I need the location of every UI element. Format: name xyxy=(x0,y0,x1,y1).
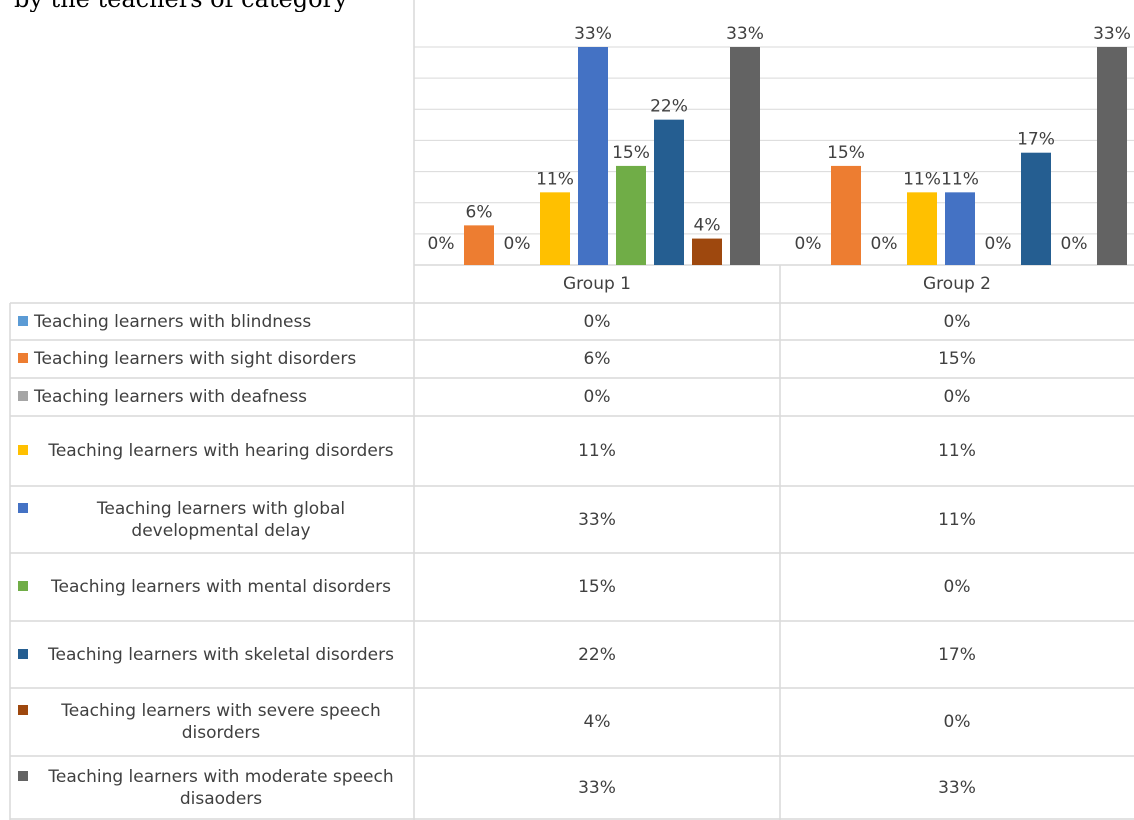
data-label: 0% xyxy=(985,234,1012,254)
data-label: 0% xyxy=(871,234,898,254)
data-label: 0% xyxy=(428,234,455,254)
bar xyxy=(1021,152,1051,265)
data-label: 11% xyxy=(903,169,941,189)
legend-entry: Teaching learners with deafness xyxy=(10,378,414,416)
bar xyxy=(945,192,975,265)
series-name: Teaching learners with blindness xyxy=(34,311,312,332)
table-cell: 17% xyxy=(938,644,976,665)
series-name: Teaching learners with deafness xyxy=(34,387,308,407)
legend-key xyxy=(18,315,28,326)
bar xyxy=(1097,47,1127,265)
legend-entry: Teaching learners with hearing disorders xyxy=(10,416,414,486)
data-label: 33% xyxy=(1093,24,1131,44)
table-cell: 33% xyxy=(938,778,976,798)
table-row: Teaching learners with sight disorders 6%… xyxy=(10,340,1134,378)
bar xyxy=(730,47,760,265)
data-label: 6% xyxy=(466,202,493,222)
data-label: 11% xyxy=(536,169,574,189)
table-cell: 0% xyxy=(943,311,971,332)
table-cell: 0% xyxy=(583,311,611,332)
category-label-group-1: Group 1 xyxy=(563,274,631,294)
data-label: 33% xyxy=(574,24,612,44)
legend-key xyxy=(18,771,28,781)
legend-entry: Teaching learners with blindness xyxy=(10,303,414,340)
bar xyxy=(692,238,722,265)
table-cell: 4% xyxy=(583,712,611,732)
series-name: Teaching learners with moderate speech d… xyxy=(48,767,394,809)
table-cell: 0% xyxy=(943,577,971,597)
legend-key xyxy=(18,353,28,363)
table-cell: 15% xyxy=(938,349,976,369)
legend-entry: Teaching learners with skeletal disorder… xyxy=(10,621,414,688)
series-name: Teaching learners with severe speech dis… xyxy=(61,701,381,743)
series-name: Teaching learners with skeletal disorder… xyxy=(48,644,394,665)
table-cell: 11% xyxy=(578,441,616,461)
table-cell: 6% xyxy=(583,349,611,369)
bar xyxy=(831,165,861,265)
table-row: Teaching learners with blindness 0% 0% xyxy=(10,303,1134,340)
bar xyxy=(464,225,494,265)
series-name: Teaching learners with sight disorders xyxy=(34,349,357,369)
data-label: 33% xyxy=(726,24,764,44)
table-cell: 33% xyxy=(578,509,616,530)
table-cell: 0% xyxy=(943,387,971,407)
table-cell: 11% xyxy=(938,441,976,461)
data-label: 11% xyxy=(941,169,979,189)
legend-entry: Teaching learners with mental disorders xyxy=(10,553,414,621)
bar xyxy=(616,165,646,265)
data-labels: 0% 0%6%15%0% 0%11% 11%33%11%15%0%22%17%4%0%… xyxy=(428,24,1131,254)
heading-fragment: by the teachers of category xyxy=(14,0,484,12)
gridlines xyxy=(414,46,1134,235)
table-cell: 0% xyxy=(943,712,971,732)
table-row: Teaching learners with global developmen… xyxy=(10,486,1134,553)
table-row: Teaching learners with hearing disorders… xyxy=(10,416,1134,486)
data-table-lines xyxy=(9,0,1134,820)
series-name: Teaching learners with mental disorders xyxy=(51,577,391,597)
table-row: Teaching learners with deafness 0% 0% xyxy=(10,378,1134,416)
legend-key xyxy=(18,648,28,659)
data-label: 15% xyxy=(612,143,650,163)
bar xyxy=(654,119,684,266)
data-label: 0% xyxy=(795,234,822,254)
series-name: Teaching learners with global developmen… xyxy=(96,498,346,541)
category-label-group-2: Group 2 xyxy=(923,274,991,294)
legend-entry: Teaching learners with severe speech dis… xyxy=(10,688,414,756)
data-label: 4% xyxy=(694,216,721,236)
legend-entry: Teaching learners with global developmen… xyxy=(10,486,414,553)
legend-key xyxy=(18,445,28,455)
table-row: Teaching learners with skeletal disorder… xyxy=(10,621,1134,688)
table-cell: 15% xyxy=(578,577,616,597)
data-label: 22% xyxy=(650,97,688,117)
data-label: 17% xyxy=(1017,130,1055,150)
legend-key xyxy=(18,391,28,401)
legend-entry: Teaching learners with moderate speech d… xyxy=(10,756,414,820)
table-row: Teaching learners with severe speech dis… xyxy=(10,688,1134,756)
table-cell: 11% xyxy=(938,509,976,530)
series-name: Teaching learners with hearing disorders xyxy=(48,441,394,461)
table-cell: 33% xyxy=(578,778,616,798)
bar xyxy=(578,47,608,265)
legend-key xyxy=(18,705,28,715)
table-row: Teaching learners with moderate speech d… xyxy=(10,756,1134,820)
legend-key xyxy=(18,581,28,591)
bars xyxy=(464,47,1127,266)
table-row: Teaching learners with mental disorders 1… xyxy=(10,553,1134,621)
legend-entry: Teaching learners with sight disorders xyxy=(10,340,414,378)
legend-key xyxy=(18,502,28,513)
data-label: 0% xyxy=(1061,234,1088,254)
data-label: 0% xyxy=(504,234,531,254)
table-cell: 0% xyxy=(583,387,611,407)
bar xyxy=(540,192,570,265)
bar xyxy=(907,192,937,265)
data-label: 15% xyxy=(827,143,865,163)
table-cell: 22% xyxy=(578,644,616,665)
